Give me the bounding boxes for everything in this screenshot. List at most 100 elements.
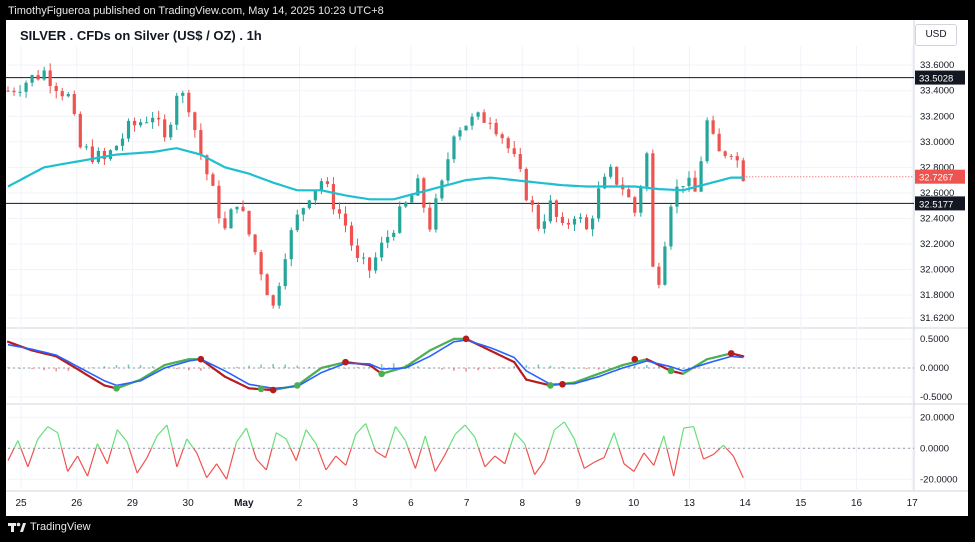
last-price-tag [915,169,965,184]
candle-body [536,204,540,229]
candle [331,177,336,215]
indicator-line-segment [205,362,215,370]
oscillator-line-segment [576,448,585,469]
histogram-bar [127,364,130,368]
candle [349,221,354,251]
candle [343,206,348,233]
oscillator-line-segment [732,455,744,478]
oscillator-line-segment [57,432,63,449]
histogram-bar [513,366,516,368]
candle-body [325,181,330,185]
indicator-line-segment [693,361,703,368]
price-axis-label: 31.6200 [920,313,954,324]
last-price-label: 32.7267 [919,173,953,184]
tradingview-logo-icon [8,522,26,533]
candle [84,143,88,151]
candle [235,206,239,214]
oscillator-line-segment [373,448,377,452]
crossover-dot [342,358,349,366]
histogram-bar [139,365,142,368]
oscillator-line-segment [583,461,595,469]
candle [609,164,613,179]
candle [187,90,191,117]
candle-body [102,150,107,160]
candle-body [12,90,16,93]
candle-body [90,146,94,163]
oscillator-line-segment [355,423,367,435]
oscillator-line-segment [196,452,208,478]
oscillator-line-segment [192,447,198,454]
histogram-bar [103,366,106,368]
candle-body [705,120,709,162]
candle-body [488,122,492,124]
candle [524,167,528,202]
candle-body [187,92,191,113]
oscillator-line-segment [703,453,714,460]
oscillator-line-segment [226,448,236,480]
footer-brand: TradingView [30,521,91,533]
histogram-bar [91,367,94,369]
oscillator-line-segment [514,432,526,445]
oscillator-line-segment [414,448,423,469]
candle-body [512,148,516,155]
candle-body [355,245,360,258]
candle-body [494,122,498,135]
candle [633,196,637,217]
time-axis-label: 10 [628,498,640,509]
price-axis-label: 32.6000 [920,188,954,199]
oscillator-line-segment [504,448,511,464]
candle-body [295,214,299,231]
indicator-line-segment [67,362,76,369]
candle [42,66,46,81]
candle [422,176,426,213]
histogram-bar [682,367,684,369]
oscillator-line-segment [618,448,625,464]
price-axis-label: -0.5000 [920,392,952,403]
candle-body [386,236,390,243]
currency-button[interactable]: USD [915,24,957,46]
oscillator-line-segment [111,429,118,449]
histogram-bar [477,367,479,371]
time-axis-label: 2 [297,498,303,509]
histogram-bar [585,367,588,370]
histogram-bar [453,367,455,371]
crossover-dot [257,385,265,393]
oscillator-line-segment [524,443,527,449]
oscillator-line-segment [234,441,238,449]
oscillator-line-segment [252,448,257,460]
candle-body [687,177,691,187]
candle [283,253,287,290]
oscillator-line-segment [365,423,376,449]
candle [476,111,480,120]
indicator-line-segment [79,369,88,376]
price-axis-label: 0.0000 [920,443,949,454]
time-axis-label: 7 [464,498,470,509]
indicator-line-segment [157,363,166,370]
oscillator-line-segment [61,448,69,472]
candle [639,184,643,217]
horizontal-line-price-label: 33.5028 [919,74,953,85]
chart-panel[interactable] [6,20,968,516]
indicator-line-segment [476,343,486,349]
candle-body [157,117,161,120]
crossover-dot [293,382,301,389]
candle-body [398,206,402,233]
indicator-line-segment [73,366,82,372]
candle-body [349,225,354,246]
candle [361,252,366,265]
oscillator-line-segment [96,443,101,449]
histogram-bar [368,365,371,368]
histogram-bar [658,365,660,368]
oscillator-line-segment [678,428,685,449]
indicator-line-segment [657,363,667,370]
oscillator-line-segment [236,427,247,443]
oscillator-line-segment [444,448,449,455]
candle [36,69,40,81]
candle-body [30,75,34,83]
horizontal-line-price-tag [915,196,965,211]
indicator-line-segment [681,369,691,375]
oscillator-line-segment [653,448,661,466]
price-axis-label: 33.4000 [920,86,954,97]
oscillator-line-segment [305,429,317,444]
